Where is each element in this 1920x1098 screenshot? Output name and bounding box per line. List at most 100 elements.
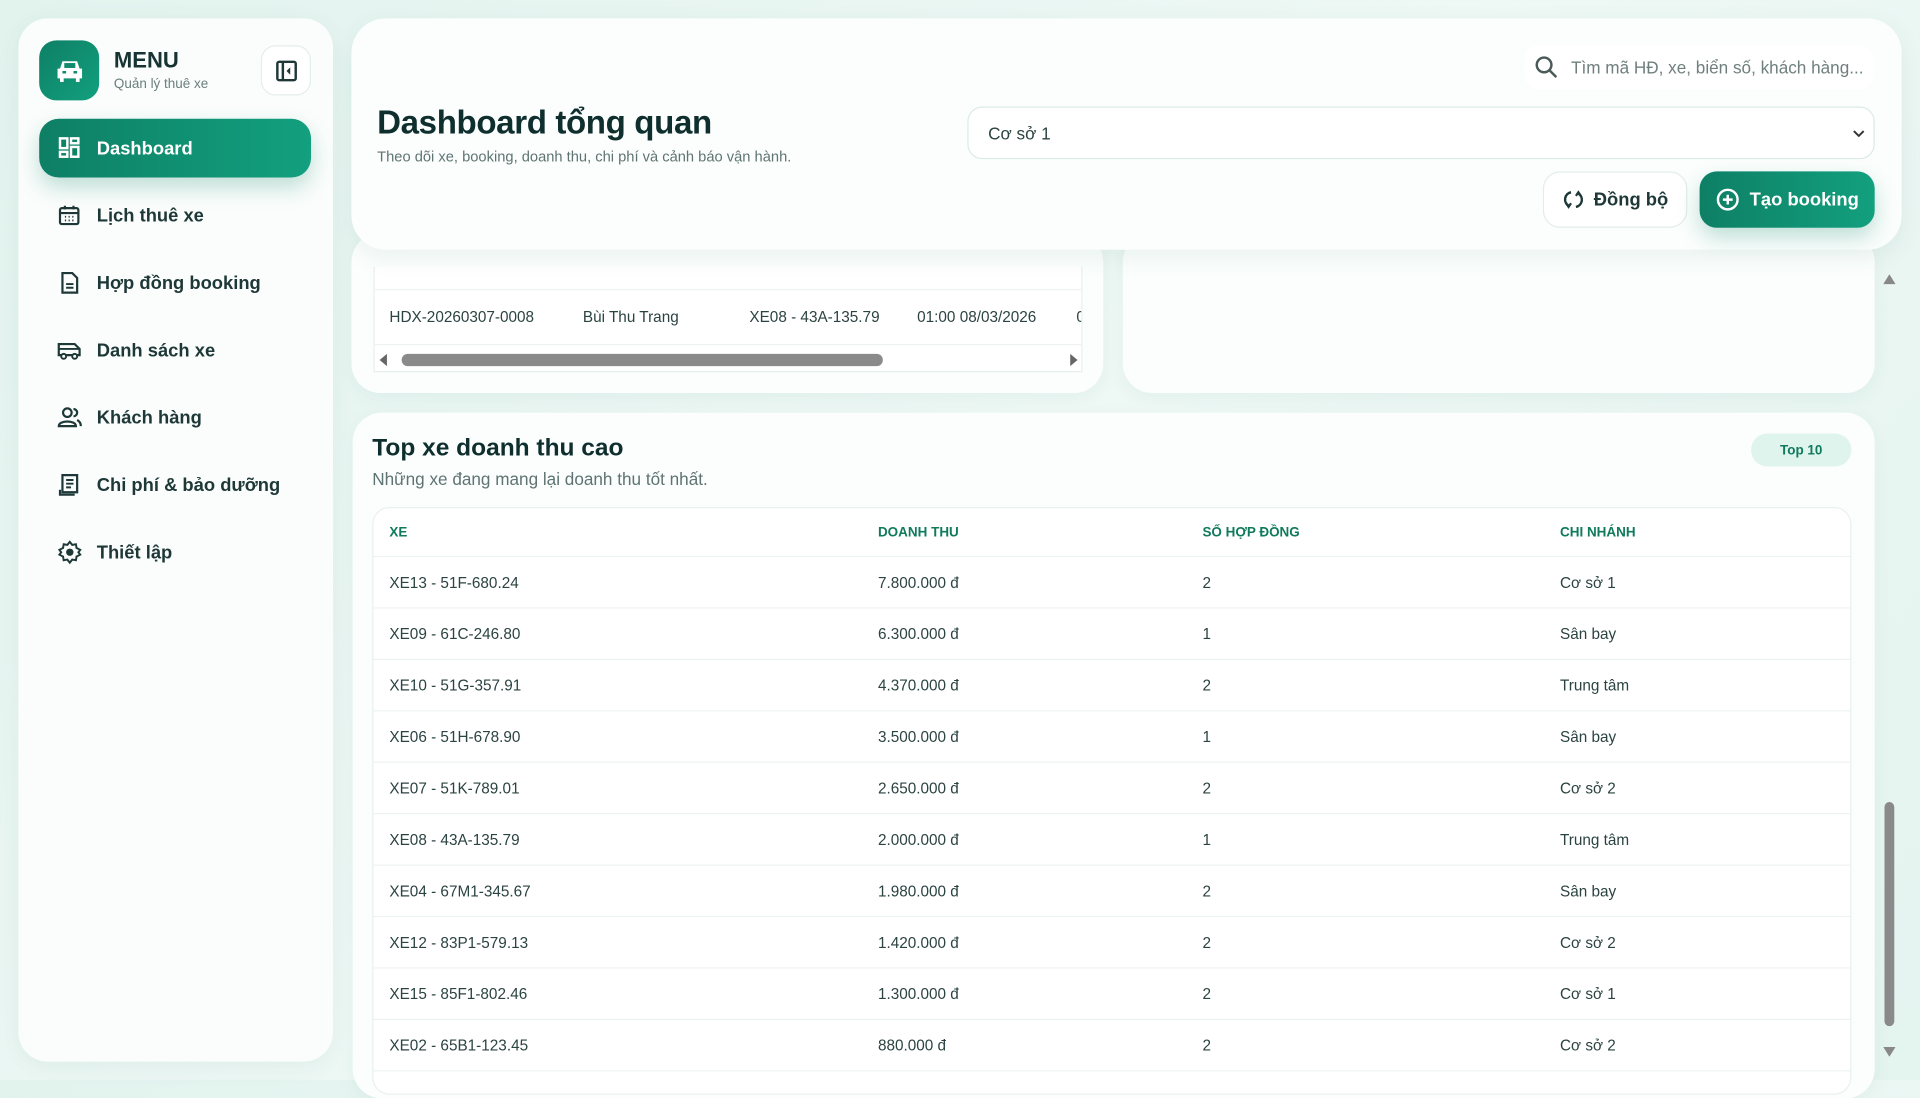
- menu-subtitle: Quản lý thuê xe: [113, 77, 209, 92]
- table-header: XE DOANH THU SỐ HỢP ĐỒNG CHI NHÁNH: [373, 508, 1851, 558]
- vehicle-cell: XE15 - 85F1-802.46: [389, 985, 528, 1003]
- sidebar-item-label: Khách hàng: [96, 407, 202, 428]
- sidebar-item-label: Lịch thuê xe: [96, 205, 204, 226]
- create-booking-label: Tạo booking: [1749, 189, 1859, 211]
- page-subtitle: Theo dõi xe, booking, doanh thu, chi phí…: [377, 148, 792, 166]
- sidebar-item-label: Danh sách xe: [96, 339, 216, 361]
- table-row[interactable]: XE07 - 51K-789.01 2.650.000 đ 2 Cơ sở 2: [373, 763, 1851, 815]
- vehicle-cell: XE13 - 51F-680.24: [389, 573, 519, 591]
- booking-code: HDX-20260307-0008: [389, 308, 535, 326]
- contracts-cell: 1: [1202, 727, 1211, 746]
- receipt-icon: [58, 474, 79, 496]
- horizontal-scrollbar[interactable]: [375, 349, 1082, 371]
- table-row[interactable]: XE04 - 67M1-345.67 1.980.000 đ 2 Sân bay: [373, 866, 1851, 918]
- plus-circle-icon: [1716, 188, 1739, 211]
- vehicle-cell: XE09 - 61C-246.80: [389, 625, 521, 643]
- revenue-cell: 1.300.000 đ: [877, 985, 959, 1003]
- revenue-cell: 1.420.000 đ: [877, 933, 959, 951]
- sidebar-item-thiet-lap[interactable]: Thiết lập: [39, 523, 311, 582]
- revenue-cell: 1.980.000 đ: [877, 882, 959, 900]
- table-row[interactable]: XE09 - 61C-246.80 6.300.000 đ 1 Sân bay: [373, 609, 1851, 661]
- recent-bookings-card: HDX-20260307-0008 Bùi Thu Trang XE08 - 4…: [351, 232, 1104, 394]
- search-icon: [1535, 56, 1558, 79]
- contracts-cell: 2: [1202, 985, 1211, 1003]
- branch-cell: Trung tâm: [1560, 676, 1630, 694]
- branch-cell: Cơ sở 2: [1560, 1036, 1616, 1054]
- page-title: Dashboard tổng quan: [377, 104, 712, 141]
- table-row[interactable]: XE06 - 51H-678.90 3.500.000 đ 1 Sân bay: [373, 711, 1851, 763]
- column-header-vehicle[interactable]: XE: [389, 524, 408, 540]
- scroll-right-arrow-icon: [1070, 353, 1078, 367]
- vehicle-cell: XE06 - 51H-678.90: [389, 727, 521, 746]
- sidebar-item-danh-sach-xe[interactable]: Danh sách xe: [39, 321, 311, 380]
- sidebar-item-label: Thiết lập: [96, 541, 173, 563]
- revenue-cell: 2.000.000 đ: [877, 830, 959, 848]
- sidebar-item-label: Dashboard: [96, 137, 193, 159]
- vehicle-cell: XE12 - 83P1-579.13: [389, 933, 529, 951]
- top-vehicles-table: XE DOANH THU SỐ HỢP ĐỒNG CHI NHÁNH XE13 …: [372, 506, 1852, 1095]
- column-header-contracts[interactable]: SỐ HỢP ĐỒNG: [1202, 524, 1300, 540]
- table-row[interactable]: XE15 - 85F1-802.46 1.300.000 đ 2 Cơ sở 1: [373, 969, 1851, 1021]
- section-title: Top xe doanh thu cao: [372, 434, 624, 462]
- bookings-table: HDX-20260307-0008 Bùi Thu Trang XE08 - 4…: [373, 266, 1083, 373]
- sidebar-item-lich-thue-xe[interactable]: Lịch thuê xe: [39, 186, 311, 245]
- booking-customer: Bùi Thu Trang: [582, 308, 679, 326]
- sidebar-item-label: Chi phí & bảo dưỡng: [96, 474, 281, 496]
- sidebar-item-dashboard[interactable]: Dashboard: [39, 118, 312, 178]
- chevron-down-icon: [1853, 129, 1865, 137]
- top-badge: Top 10: [1751, 433, 1852, 467]
- create-booking-button[interactable]: Tạo booking: [1699, 171, 1875, 228]
- section-subtitle: Những xe đang mang lại doanh thu tốt nhấ…: [372, 468, 708, 489]
- sync-label: Đồng bộ: [1593, 189, 1669, 211]
- scroll-down-arrow-icon: [1883, 1046, 1896, 1057]
- sidebar-item-hop-dong-booking[interactable]: Hợp đồng booking: [39, 253, 311, 312]
- branch-cell: Sân bay: [1560, 727, 1617, 746]
- scrollbar-thumb: [1884, 802, 1895, 1027]
- branch-cell: Trung tâm: [1560, 830, 1630, 848]
- users-icon: [57, 407, 82, 428]
- vehicle-cell: XE04 - 67M1-345.67: [389, 882, 531, 900]
- booking-time: 01:00 08/03/2026: [917, 308, 1037, 326]
- table-row[interactable]: XE10 - 51G-357.91 4.370.000 đ 2 Trung tâm: [373, 660, 1851, 712]
- vertical-scrollbar[interactable]: [1881, 272, 1898, 1062]
- car-logo-icon: [39, 40, 100, 101]
- revenue-cell: 6.300.000 đ: [877, 625, 959, 643]
- sidebar-item-label: Hợp đồng booking: [96, 272, 261, 294]
- sidebar-item-chi-phi-bao-duong[interactable]: Chi phí & bảo dưỡng: [39, 456, 311, 515]
- collapse-sidebar-button[interactable]: [260, 45, 312, 96]
- branch-select[interactable]: Cơ sở 1: [967, 106, 1875, 160]
- top-vehicles-card: Top xe doanh thu cao Những xe đang mang …: [352, 412, 1875, 1098]
- table-row[interactable]: XE12 - 83P1-579.13 1.420.000 đ 2 Cơ sở 2: [373, 917, 1851, 969]
- revenue-cell: 2.650.000 đ: [877, 779, 959, 797]
- vehicle-cell: XE02 - 65B1-123.45: [389, 1036, 529, 1054]
- branch-cell: Cơ sở 1: [1560, 573, 1616, 591]
- column-header-branch[interactable]: CHI NHÁNH: [1560, 524, 1636, 540]
- search-input[interactable]: Tìm mã HĐ, xe, biển số, khách hàng...: [1524, 45, 1874, 90]
- calendar-icon: [58, 205, 80, 226]
- table-row[interactable]: HDX-20260307-0008 Bùi Thu Trang XE08 - 4…: [374, 288, 1082, 346]
- dashboard-icon: [58, 137, 80, 158]
- sidebar-item-khach-hang[interactable]: Khách hàng: [39, 388, 311, 447]
- document-icon: [61, 271, 79, 294]
- menu-title: MENU: [113, 47, 179, 73]
- table-row[interactable]: XE02 - 65B1-123.45 880.000 đ 2 Cơ sở 2: [373, 1020, 1851, 1072]
- scroll-left-arrow-icon: [379, 353, 387, 367]
- revenue-cell: 3.500.000 đ: [877, 727, 959, 746]
- booking-vehicle: XE08 - 43A-135.79: [749, 308, 880, 326]
- branch-cell: Cơ sở 2: [1560, 779, 1616, 797]
- branch-cell: Sân bay: [1560, 625, 1617, 643]
- table-row[interactable]: XE13 - 51F-680.24 7.800.000 đ 2 Cơ sở 1: [373, 557, 1851, 609]
- contracts-cell: 2: [1202, 676, 1211, 694]
- contracts-cell: 2: [1202, 573, 1211, 591]
- revenue-cell: 880.000 đ: [877, 1036, 947, 1054]
- contracts-cell: 1: [1202, 625, 1211, 643]
- scrollbar-thumb: [401, 353, 883, 367]
- sidebar: MENU Quản lý thuê xe Dashboard Lịch thuê …: [18, 18, 334, 1062]
- van-icon: [57, 342, 81, 360]
- sync-button[interactable]: Đồng bộ: [1542, 171, 1688, 228]
- column-header-revenue[interactable]: DOANH THU: [877, 524, 959, 540]
- branch-cell: Cơ sở 1: [1560, 985, 1616, 1003]
- scroll-up-arrow-icon: [1883, 274, 1896, 285]
- table-row[interactable]: XE08 - 43A-135.79 2.000.000 đ 1 Trung tâm: [373, 814, 1851, 866]
- branch-cell: Sân bay: [1560, 882, 1617, 900]
